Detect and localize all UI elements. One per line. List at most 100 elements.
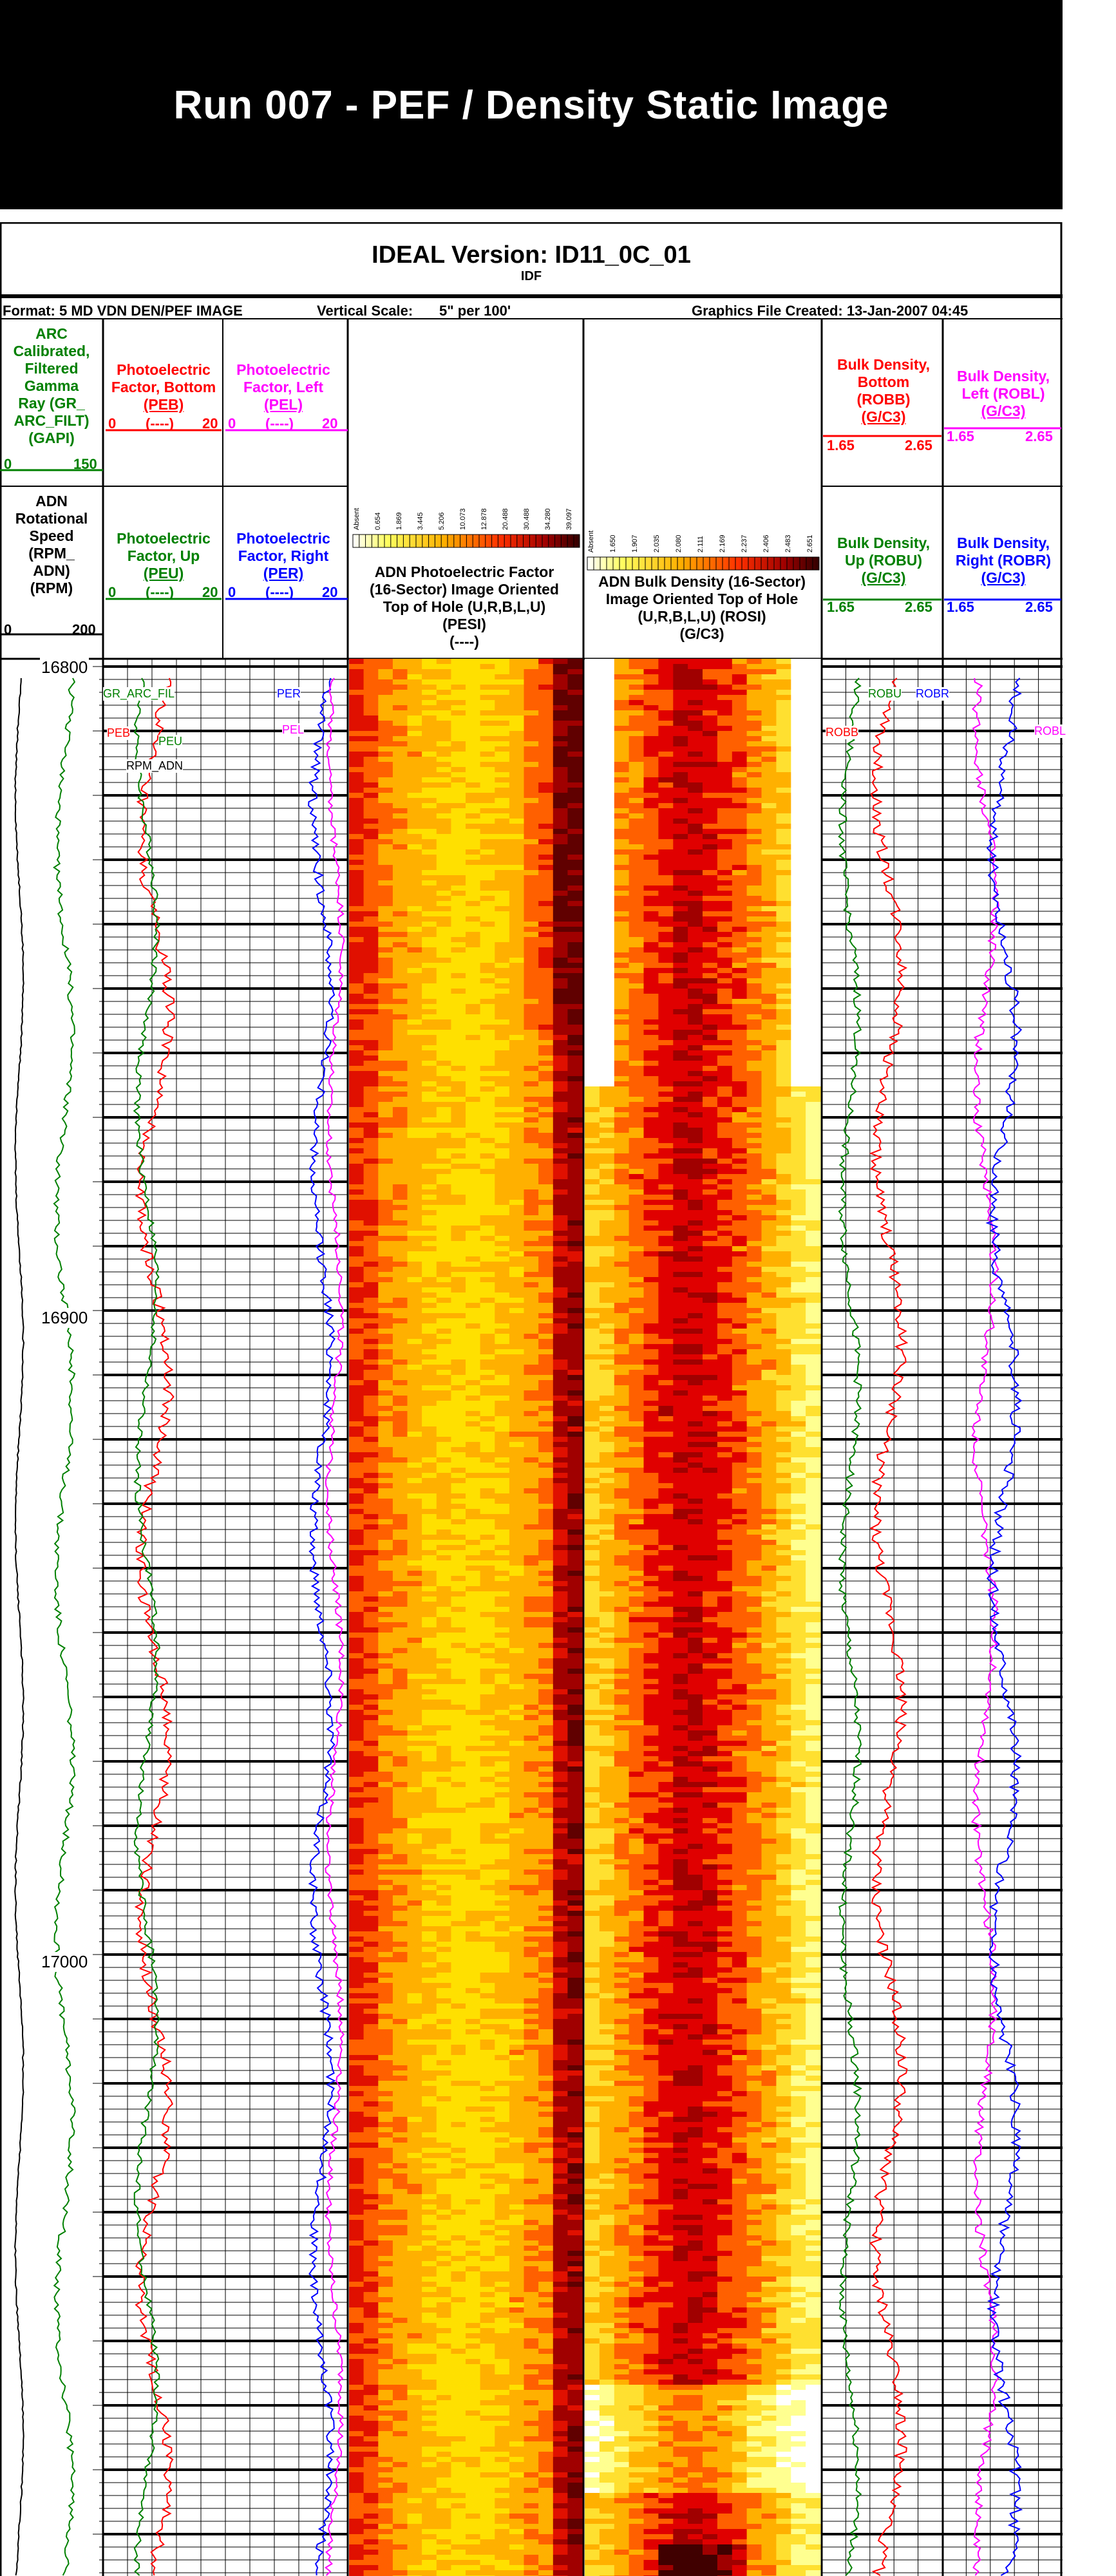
pef-pixel bbox=[567, 1488, 583, 1493]
pef-pixel bbox=[538, 1875, 554, 1880]
pef-pixel bbox=[451, 947, 466, 952]
pef-pixel bbox=[451, 1200, 466, 1205]
pef-pixel bbox=[553, 1241, 568, 1246]
pef-pixel bbox=[436, 1823, 451, 1828]
pef-pixel bbox=[436, 1112, 451, 1117]
pef-pixel bbox=[524, 700, 539, 705]
pef-pixel bbox=[407, 1983, 422, 1988]
pef-pixel bbox=[407, 963, 422, 968]
pef-pixel bbox=[436, 772, 451, 777]
pef-pixel bbox=[495, 1710, 510, 1715]
pef-pixel bbox=[451, 1349, 466, 1354]
pef-pixel bbox=[436, 1025, 451, 1030]
pef-pixel bbox=[567, 1545, 583, 1550]
pef-pixel bbox=[436, 1550, 451, 1555]
pef-pixel bbox=[538, 1947, 554, 1952]
pef-pixel bbox=[451, 1669, 466, 1674]
pef-pixel bbox=[509, 1880, 525, 1885]
pef-pixel bbox=[509, 705, 525, 710]
pef-pixel bbox=[538, 1128, 554, 1133]
pef-pixel bbox=[392, 1406, 408, 1411]
pef-pixel bbox=[524, 1406, 539, 1411]
pef-pixel bbox=[524, 1854, 539, 1859]
pef-pixel bbox=[392, 834, 408, 839]
pef-pixel bbox=[553, 1066, 568, 1071]
pef-pixel bbox=[363, 1684, 379, 1689]
pef-pixel bbox=[363, 1875, 379, 1880]
pef-pixel bbox=[524, 1679, 539, 1684]
pef-pixel bbox=[451, 839, 466, 844]
pef-pixel bbox=[378, 849, 393, 855]
pef-pixel bbox=[567, 1988, 583, 1993]
pef-pixel bbox=[422, 1679, 437, 1684]
pef-pixel bbox=[524, 2019, 539, 2024]
pef-pixel bbox=[553, 1643, 568, 1648]
pef-pixel bbox=[466, 757, 481, 762]
pef-pixel bbox=[378, 1808, 393, 1813]
pef-pixel bbox=[436, 700, 451, 705]
pef-pixel bbox=[495, 1684, 510, 1689]
pef-pixel bbox=[422, 1689, 437, 1694]
pef-pixel bbox=[436, 1761, 451, 1766]
pef-pixel bbox=[349, 2009, 364, 2014]
pef-pixel bbox=[567, 777, 583, 782]
pef-pixel bbox=[567, 1833, 583, 1839]
pef-pixel bbox=[392, 1298, 408, 1303]
pef-pixel bbox=[451, 1081, 466, 1086]
pef-pixel bbox=[538, 1262, 554, 1267]
pef-pixel bbox=[553, 1571, 568, 1576]
pef-pixel bbox=[495, 1586, 510, 1591]
pef-pixel bbox=[363, 1019, 379, 1025]
pef-pixel bbox=[480, 752, 495, 757]
pef-pixel bbox=[378, 844, 393, 849]
pef-pixel bbox=[451, 1751, 466, 1756]
pef-pixel bbox=[553, 1143, 568, 1148]
pef-pixel bbox=[407, 1421, 422, 1426]
pef-pixel bbox=[407, 2070, 422, 2076]
pef-pixel bbox=[451, 715, 466, 721]
pef-pixel bbox=[538, 1772, 554, 1777]
pef-pixel bbox=[495, 1751, 510, 1756]
pef-pixel bbox=[407, 1071, 422, 1076]
pef-pixel bbox=[436, 1926, 451, 1931]
pef-pixel bbox=[567, 1375, 583, 1380]
pef-pixel bbox=[407, 927, 422, 932]
pef-pixel bbox=[524, 1035, 539, 1040]
pef-pixel bbox=[363, 1349, 379, 1354]
pef-pixel bbox=[422, 1581, 437, 1586]
pef-pixel bbox=[538, 1720, 554, 1725]
pef-pixel bbox=[378, 1437, 393, 1442]
pef-pixel bbox=[436, 1287, 451, 1293]
pef-pixel bbox=[363, 1787, 379, 1792]
pef-pixel bbox=[451, 983, 466, 989]
pef-pixel bbox=[436, 664, 451, 669]
pef-pixel bbox=[567, 1844, 583, 1849]
pef-pixel bbox=[407, 1267, 422, 1272]
pef-pixel bbox=[363, 2045, 379, 2050]
pef-pixel bbox=[378, 1473, 393, 1478]
pef-pixel bbox=[553, 978, 568, 983]
pef-pixel bbox=[422, 1937, 437, 1942]
pef-pixel bbox=[363, 803, 379, 808]
pef-pixel bbox=[436, 886, 451, 891]
pef-pixel bbox=[436, 1323, 451, 1329]
pef-pixel bbox=[392, 721, 408, 726]
pef-pixel bbox=[407, 1653, 422, 1658]
pef-pixel bbox=[480, 2070, 495, 2076]
pef-pixel bbox=[495, 901, 510, 906]
pef-pixel bbox=[378, 978, 393, 983]
pef-pixel bbox=[495, 669, 510, 674]
pef-pixel bbox=[349, 952, 364, 958]
pef-pixel bbox=[407, 1354, 422, 1359]
pef-pixel bbox=[567, 983, 583, 989]
pef-pixel bbox=[509, 1875, 525, 1880]
pef-pixel bbox=[553, 963, 568, 968]
pef-pixel bbox=[495, 1535, 510, 1540]
pef-pixel bbox=[567, 1241, 583, 1246]
pef-pixel bbox=[567, 1452, 583, 1457]
pef-pixel bbox=[436, 690, 451, 695]
pef-pixel bbox=[553, 1318, 568, 1323]
pef-pixel bbox=[524, 1700, 539, 1705]
pef-pixel bbox=[363, 947, 379, 952]
pef-pixel bbox=[451, 1993, 466, 1998]
